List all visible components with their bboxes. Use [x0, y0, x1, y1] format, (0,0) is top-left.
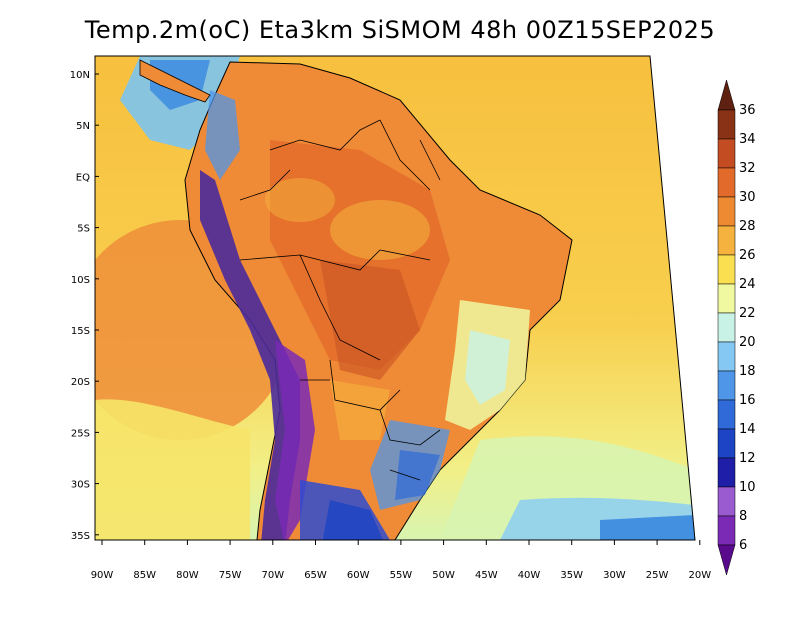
colorbar-label: 10 — [739, 480, 756, 495]
colorbar-swatch — [717, 515, 736, 546]
colorbar-top-arrow — [717, 79, 736, 111]
colorbar-bottom-arrow — [717, 544, 736, 576]
colorbar-swatch — [717, 109, 736, 140]
colorbar: 6 8 10 12 14 16 18 20 22 24 26 28 30 32 34 36 — [717, 79, 756, 576]
colorbar-swatch — [717, 370, 736, 401]
lon-tick-label: 70W — [261, 570, 284, 581]
lat-tick-label: EQ — [76, 172, 90, 183]
colorbar-swatch — [717, 341, 736, 372]
colorbar-swatch — [717, 428, 736, 459]
colorbar-swatch — [717, 283, 736, 314]
lat-tick-label: 15S — [71, 326, 90, 337]
lon-tick-label: 50W — [432, 570, 455, 581]
lat-tick-label: 10N — [70, 70, 90, 81]
latitude-axis: 10N 5N EQ 5S 10S 15S 20S 25S 30S 35S — [70, 70, 99, 542]
lon-tick-label: 55W — [390, 570, 413, 581]
lon-tick-label: 25W — [646, 570, 669, 581]
lat-tick-label: 35S — [71, 531, 90, 542]
colorbar-label: 8 — [739, 509, 747, 524]
colorbar-label: 30 — [739, 190, 756, 205]
lon-tick-label: 60W — [347, 570, 370, 581]
colorbar-swatch — [717, 225, 736, 256]
lon-tick-label: 80W — [176, 570, 199, 581]
lon-tick-label: 85W — [133, 570, 156, 581]
lon-tick-label: 90W — [91, 570, 114, 581]
colorbar-label: 20 — [739, 335, 756, 350]
lon-tick-label: 20W — [688, 570, 711, 581]
lon-tick-label: 30W — [603, 570, 626, 581]
colorbar-label: 22 — [739, 306, 756, 321]
colorbar-swatch — [717, 486, 736, 517]
country-borders — [239, 119, 441, 481]
lat-tick-label: 10S — [71, 275, 90, 286]
lon-tick-label: 40W — [518, 570, 541, 581]
colorbar-swatch — [717, 399, 736, 430]
lon-tick-label: 35W — [560, 570, 583, 581]
colorbar-label: 18 — [739, 364, 756, 379]
colorbar-swatch — [717, 457, 736, 488]
lat-tick-label: 5S — [77, 224, 90, 235]
central-america — [139, 59, 211, 103]
lat-tick-label: 25S — [71, 428, 90, 439]
colorbar-swatch — [717, 138, 736, 169]
lat-tick-label: 30S — [71, 480, 90, 491]
longitude-axis: 90W 85W 80W 75W 70W 65W 60W 55W 50W 45W 40W 35W 30W 2… — [91, 540, 711, 581]
map-plot-area — [95, 56, 695, 540]
colorbar-label: 6 — [739, 538, 747, 553]
colorbar-swatch — [717, 254, 736, 285]
lon-tick-label: 45W — [475, 570, 498, 581]
colorbar-swatch — [717, 196, 736, 227]
lon-tick-label: 65W — [304, 570, 327, 581]
lat-tick-label: 20S — [71, 377, 90, 388]
colorbar-swatch — [717, 312, 736, 343]
colorbar-label: 12 — [739, 451, 756, 466]
colorbar-label: 32 — [739, 161, 756, 176]
south-america — [184, 61, 573, 540]
colorbar-label: 34 — [739, 132, 756, 147]
lon-tick-label: 75W — [219, 570, 242, 581]
colorbar-label: 28 — [739, 219, 756, 234]
colorbar-label: 36 — [739, 103, 756, 118]
colorbar-label: 16 — [739, 393, 756, 408]
map-title: Temp.2m(oC) Eta3km SiSMOM 48h 00Z15SEP20… — [84, 16, 716, 44]
colorbar-label: 14 — [739, 422, 756, 437]
lat-tick-label: 5N — [76, 121, 90, 132]
colorbar-swatch — [717, 167, 736, 198]
colorbar-label: 26 — [739, 248, 756, 263]
colorbar-label: 24 — [739, 277, 756, 292]
map-frame — [94, 55, 696, 541]
